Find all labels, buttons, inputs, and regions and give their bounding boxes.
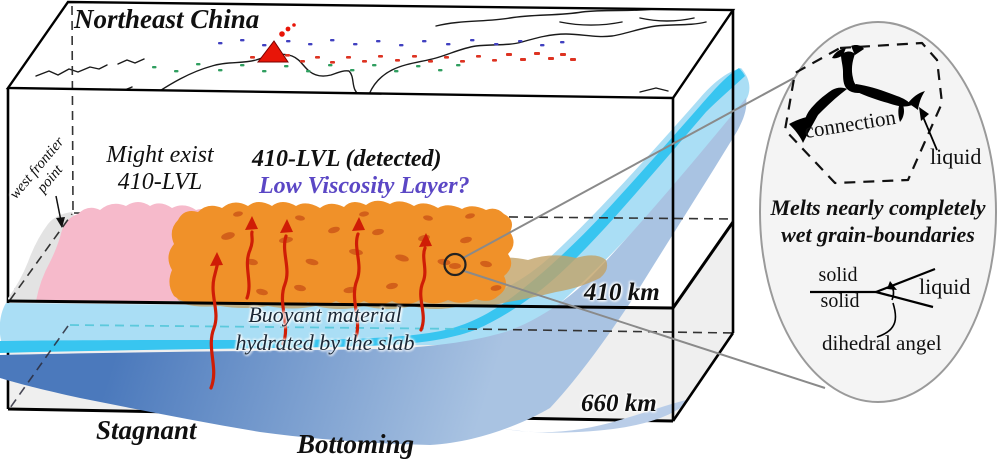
liquid-label-top: liquid xyxy=(930,144,982,169)
magnifier-circle xyxy=(443,252,467,277)
lvl-regions xyxy=(8,200,608,309)
bottoming-label: Bottoming xyxy=(297,429,415,459)
liquid-arrow xyxy=(919,107,938,151)
liquid-label-bottom: liquid xyxy=(919,274,971,299)
west-frontier-arrow xyxy=(55,195,65,228)
melts-caption-line2: wet grain-boundaries xyxy=(781,222,975,247)
grain-boundary-outline xyxy=(783,41,944,185)
stagnant-label: Stagnant xyxy=(96,415,197,445)
dihedral-angle-diagram xyxy=(810,267,936,338)
solid-label-top: solid xyxy=(818,264,858,286)
inset-ellipse-group xyxy=(759,21,997,403)
buoyant-line2: hydrated by the slab xyxy=(235,330,415,355)
lvl-orange-region xyxy=(168,200,514,306)
hidden-edges xyxy=(71,5,74,213)
melt-spots xyxy=(221,211,502,296)
box-edges-over xyxy=(5,0,736,422)
depth-410-label: 410 km xyxy=(584,279,660,306)
detected-lvl-label: 410-LVL (detected) xyxy=(252,146,442,172)
melts-caption-line1: Melts nearly completely xyxy=(770,195,986,220)
volcano-icon xyxy=(256,23,296,63)
west-frontier-dashed-edge xyxy=(9,213,73,301)
seismicity-dots-blue xyxy=(218,39,565,47)
seismicity-dots-green xyxy=(152,63,461,73)
might-exist-line1: Might exist xyxy=(106,142,214,168)
might-exist-line2: 410-LVL xyxy=(117,169,203,195)
low-viscosity-question: Low Viscosity Layer? xyxy=(259,173,470,199)
magnifier-lines xyxy=(462,72,826,389)
seismicity-dots-red xyxy=(250,52,576,64)
buoyant-material-label: Buoyant material hydrated by the slab xyxy=(218,301,432,357)
solid-label-bottom: solid xyxy=(820,290,860,312)
might-exist-label: Might exist 410-LVL xyxy=(84,142,236,196)
slab-bottoming-tail xyxy=(500,399,690,433)
melt-network xyxy=(789,45,925,143)
depth-660-label: 660 km xyxy=(581,390,657,417)
map-title: Northeast China xyxy=(74,4,260,34)
upwelling-arrows xyxy=(209,216,432,390)
dihedral-angle-label: dihedral angel xyxy=(822,331,942,355)
buoyant-line1: Buoyant material xyxy=(248,302,402,327)
slab-dark-underside xyxy=(0,98,747,445)
